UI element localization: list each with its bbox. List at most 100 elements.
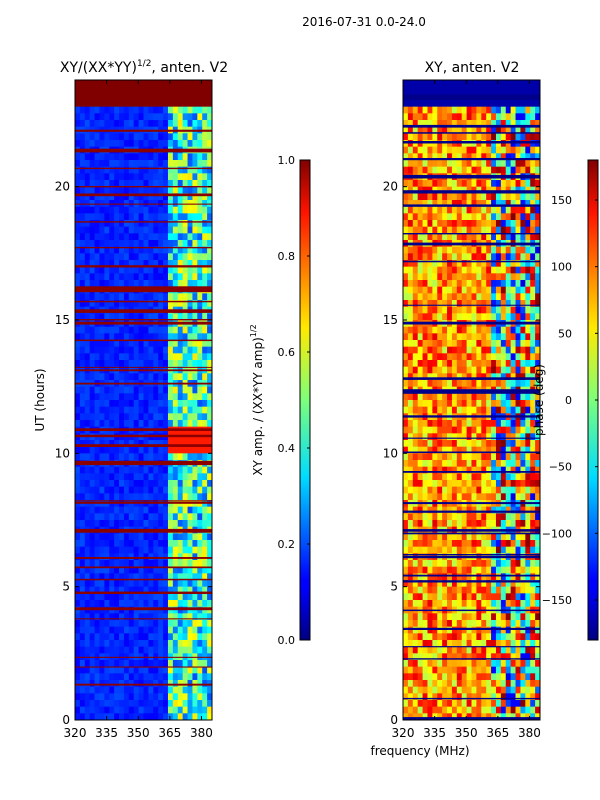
phase-heatmap-cell [422,446,428,454]
amplitude-heatmap-cell [99,633,105,641]
phase-heatmap-cell [500,393,507,401]
phase-heatmap-cell [403,326,409,334]
phase-heatmap-cell [403,246,409,254]
amplitude-heatmap-cell [207,153,212,161]
phase-heatmap-cell [412,100,419,108]
amplitude-heatmap-cell [99,573,105,581]
phase-heatmap-cell [525,280,531,288]
amplitude-heatmap-cell [133,546,139,554]
amplitude-heatmap-cell [109,373,115,381]
amplitude-heatmap-cell [148,353,154,361]
amplitude-heatmap-cell [163,466,169,474]
phase-heatmap-cell [530,520,536,528]
amplitude-heatmap-cell [119,466,125,474]
amplitude-heatmap-cell [128,186,135,194]
phase-heatmap-cell [510,200,516,208]
phase-heatmap-cell [515,420,521,428]
phase-heatmap-cell [525,440,531,448]
phase-heatmap-cell [495,286,502,294]
phase-heatmap-cell [530,293,536,301]
amplitude-heatmap-cell [114,680,120,688]
amplitude-heatmap-cell [202,206,208,214]
phase-heatmap-cell [515,426,521,434]
phase-heatmap-cell [412,373,419,381]
phase-heatmap-cell [407,440,414,448]
amplitude-heatmap-cell [133,573,139,581]
amplitude-heatmap-cell [75,540,81,548]
phase-heatmap-cell [520,120,526,128]
amplitude-heatmap-cell [207,586,212,594]
phase-heatmap-cell [427,493,433,501]
amplitude-heatmap-row [75,680,212,688]
phase-heatmap-cell [535,260,540,268]
phase-heatmap-cell [403,340,409,348]
amplitude-heatmap-cell [177,626,184,634]
phase-heatmap-cell [437,393,443,401]
amplitude-heatmap-cell [109,113,115,121]
amplitude-heatmap-cell [177,600,184,608]
amplitude-heatmap-cell [104,353,110,361]
phase-heatmap-cell [427,113,433,121]
phase-heatmap-cell [466,120,472,128]
phase-heatmap-cell [442,533,448,541]
amplitude-heatmap [75,80,212,720]
amplitude-heatmap-cell [104,260,110,268]
phase-heatmap-cell [442,380,448,388]
phase-heatmap-cell [520,466,526,474]
phase-heatmap-cell [466,140,472,148]
amplitude-heatmap-cell [109,100,115,108]
phase-heatmap-cell [403,106,409,114]
amplitude-heatmap-cell [153,233,159,241]
amplitude-heatmap-cell [192,700,198,708]
amplitude-heatmap-cell [138,93,144,101]
phase-heatmap-cell [471,366,477,374]
amplitude-heatmap-cell [104,246,110,254]
amplitude-heatmap-cell [84,313,91,321]
amplitude-heatmap-cell [153,300,159,308]
phase-heatmap-cell [407,566,414,574]
amplitude-heatmap-cell [182,160,188,168]
amplitude-heatmap-cell [153,440,159,448]
phase-heatmap-cell [505,126,512,134]
amplitude-xtick-label: 380 [190,726,213,740]
amplitude-heatmap-cell [104,593,110,601]
phase-heatmap-cell [515,226,521,234]
phase-heatmap-cell [486,420,492,428]
amplitude-heatmap-cell [143,686,149,694]
phase-heatmap-cell [481,286,487,294]
amplitude-heatmap-cell [167,246,174,254]
amplitude-heatmap-cell [75,520,81,528]
amplitude-heatmap-cell [119,140,125,148]
phase-heatmap-cell [500,406,507,414]
amplitude-heatmap-cell [148,360,154,368]
amplitude-heatmap-cell [177,446,184,454]
amplitude-heatmap-cell [148,640,154,648]
phase-heatmap-cell [471,246,477,254]
amplitude-heatmap-cell [128,580,135,588]
phase-heatmap-cell [403,253,409,261]
phase-heatmap-cell [427,513,433,521]
phase-heatmap-cell [442,560,448,568]
amplitude-heatmap-cell [128,253,135,261]
amplitude-heatmap-cell [119,386,125,394]
phase-heatmap-cell [510,213,516,221]
amplitude-heatmap-cell [114,473,120,481]
phase-heatmap-cell [437,366,443,374]
phase-heatmap-cell [451,280,458,288]
amplitude-heatmap-cell [143,666,149,674]
amplitude-heatmap-cell [89,680,95,688]
amplitude-heatmap-cell [109,233,115,241]
amplitude-heatmap-cell [158,346,164,354]
amplitude-heatmap-cell [114,573,120,581]
amplitude-heatmap-cell [89,520,95,528]
amplitude-heatmap-cell [202,486,208,494]
phase-heatmap-cell [495,346,502,354]
phase-heatmap-cell [417,326,423,334]
phase-heatmap-cell [412,380,419,388]
amplitude-heatmap-cell [128,260,135,268]
phase-heatmap-cell [505,373,512,381]
amplitude-heatmap-cell [148,573,154,581]
phase-heatmap-cell [427,353,433,361]
amplitude-heatmap-cell [94,100,100,108]
phase-heatmap-row [403,260,540,268]
